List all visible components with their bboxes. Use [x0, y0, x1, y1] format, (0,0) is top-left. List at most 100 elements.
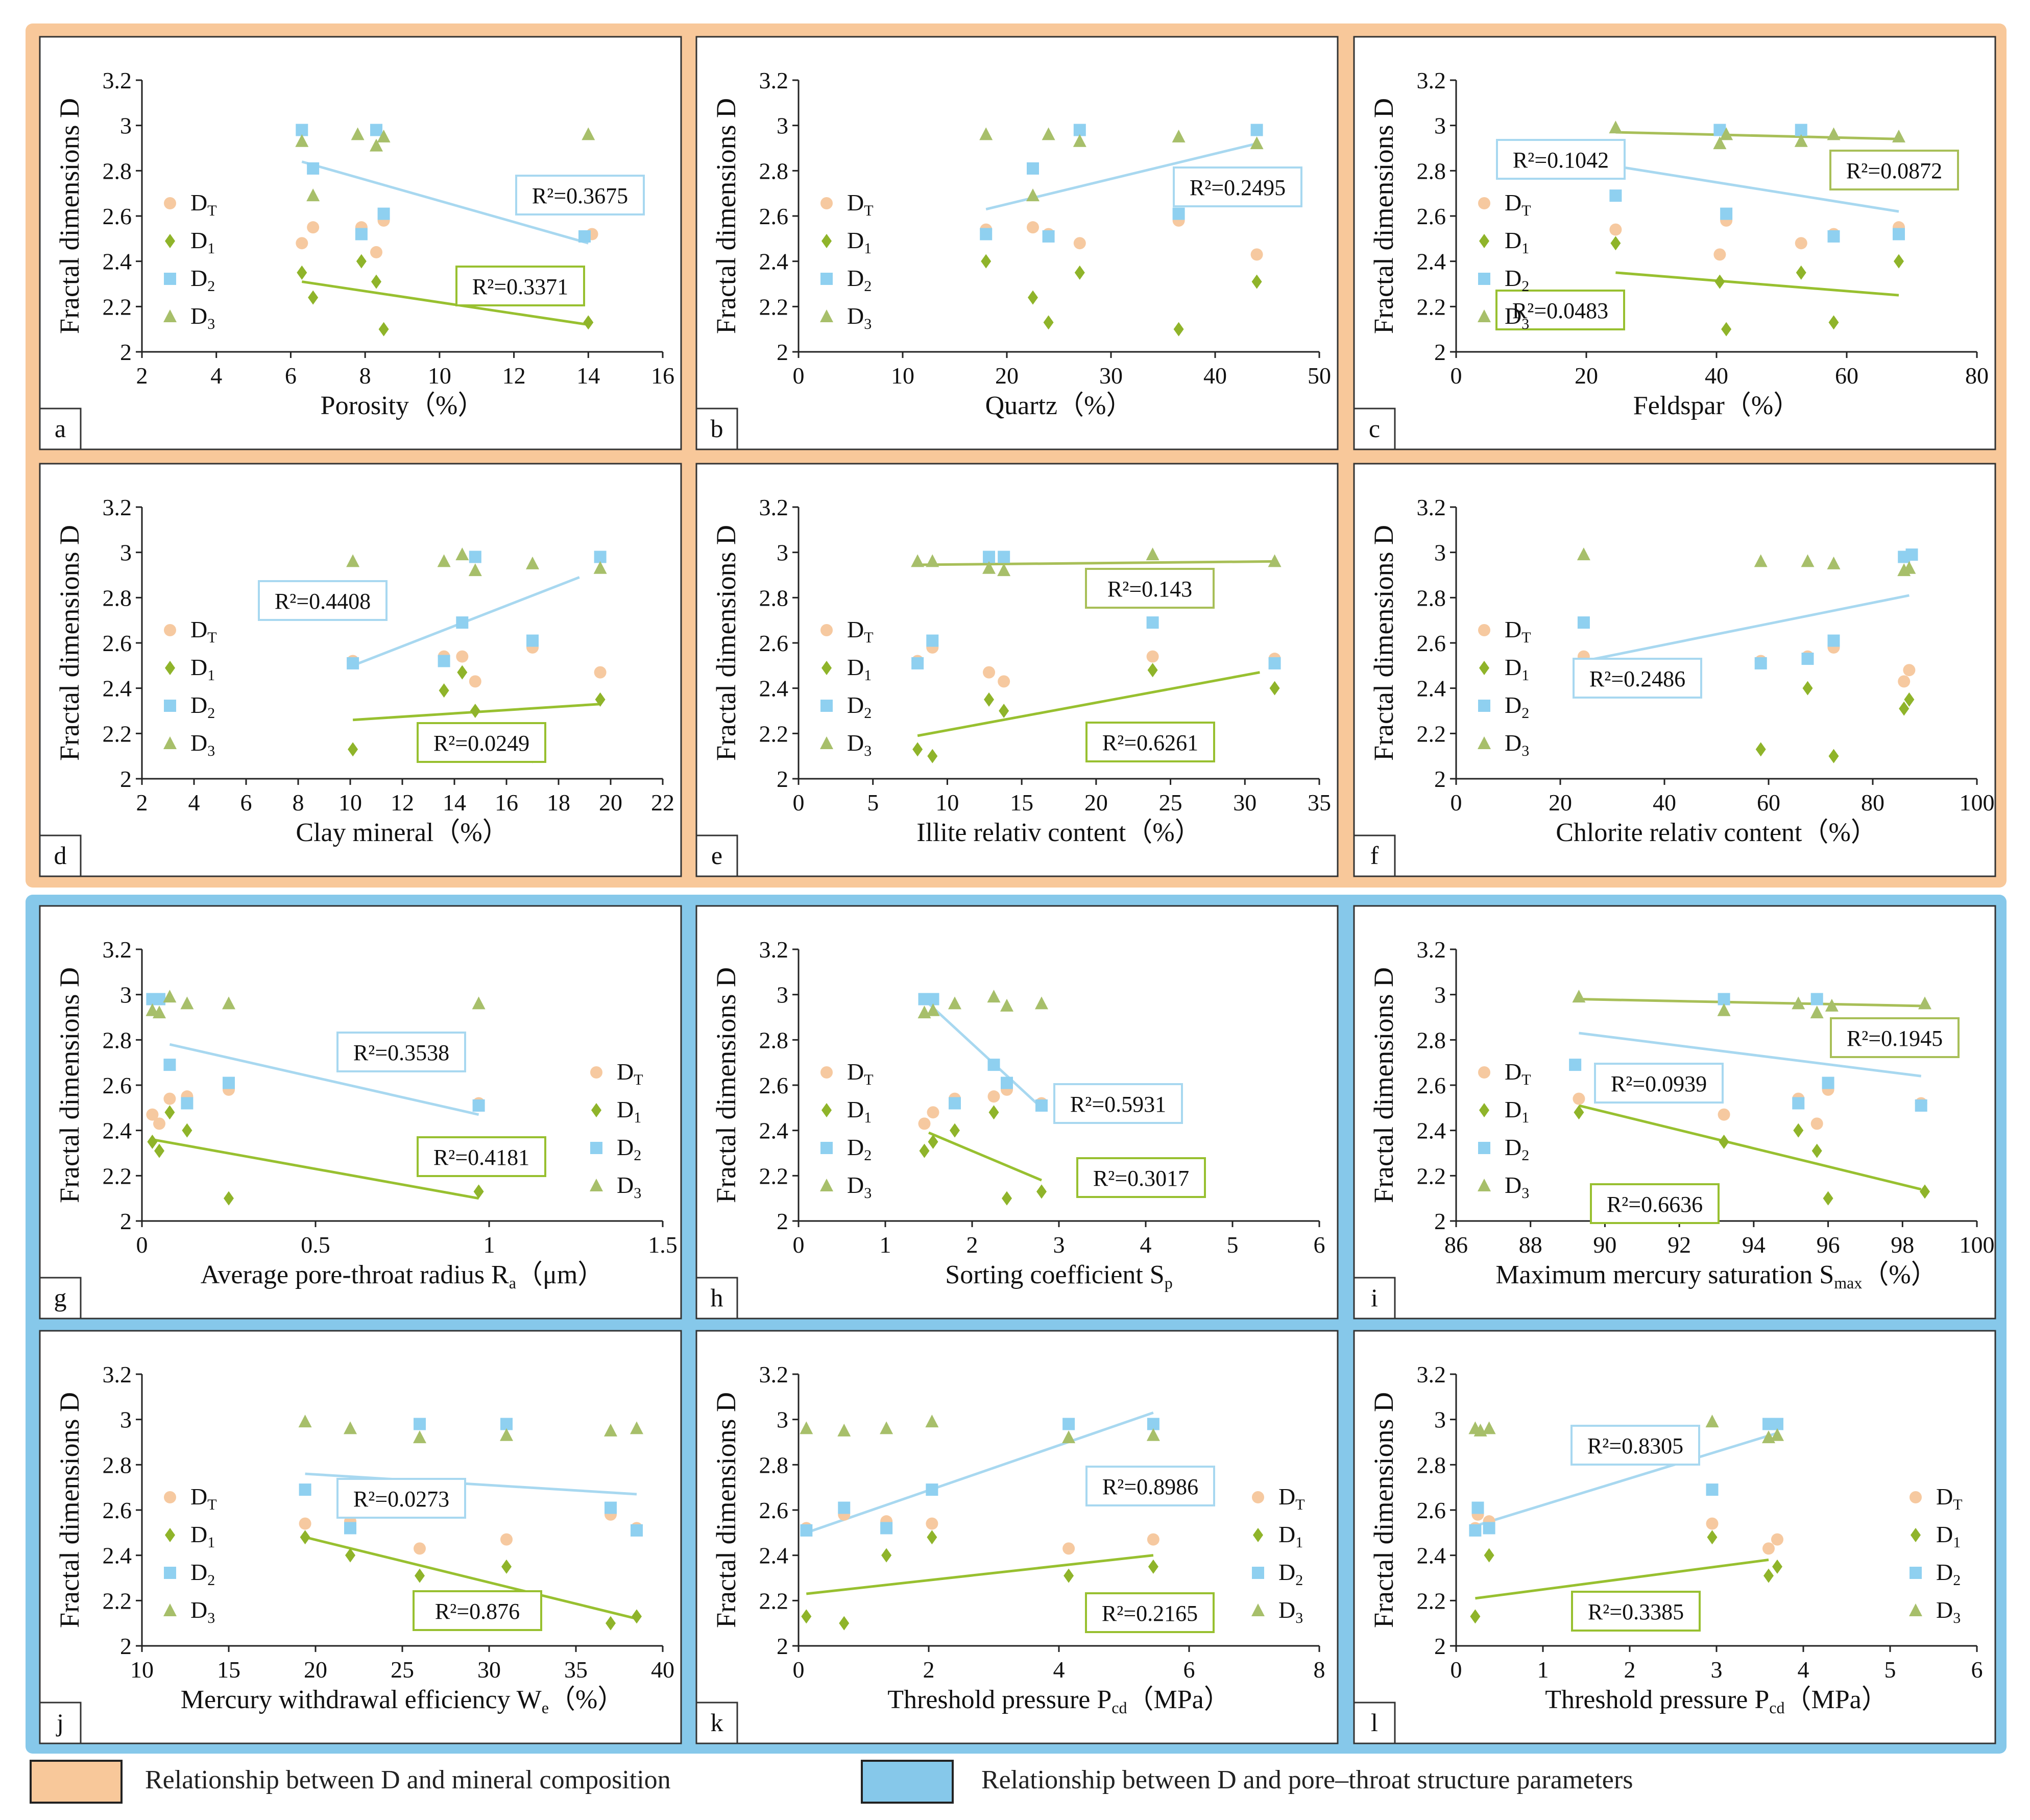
point-D3 — [926, 1003, 940, 1016]
y-tick-label: 3 — [777, 540, 788, 566]
point-D1 — [1763, 1568, 1774, 1583]
point-D1 — [1899, 701, 1910, 716]
point-D1 — [182, 1123, 192, 1138]
y-tick-label: 2.4 — [1417, 249, 1446, 275]
x-tick-label: 50 — [1308, 363, 1331, 389]
r2-box — [417, 722, 546, 763]
point-D1 — [595, 692, 606, 707]
legend-marker-D3 — [163, 309, 177, 322]
legend-marker-D1 — [1253, 1528, 1263, 1542]
y-tick-label: 2.2 — [759, 1163, 789, 1189]
trend-line-D3 — [917, 560, 1275, 566]
point-D2 — [1027, 162, 1039, 175]
x-tick-label: 1 — [880, 1232, 891, 1258]
point-D2 — [469, 550, 481, 563]
r2-box — [1053, 1083, 1183, 1124]
y-tick-label: 2 — [777, 1633, 788, 1659]
point-D2 — [1822, 1076, 1834, 1089]
point-D2 — [1609, 189, 1622, 202]
panel-frame — [695, 1330, 1339, 1744]
point-D3 — [1705, 1415, 1719, 1428]
y-axis-label: Fractal dimensions D — [1368, 525, 1399, 761]
legend-marker-D3 — [1909, 1603, 1922, 1616]
x-tick-label: 80 — [1965, 363, 1989, 389]
y-tick-label: 2.6 — [1417, 203, 1446, 229]
point-D1 — [371, 274, 381, 289]
point-D3 — [163, 990, 177, 1003]
x-tick-label: 16 — [495, 789, 518, 816]
point-D2 — [299, 1483, 311, 1496]
point-D2 — [1042, 230, 1055, 243]
y-tick-label: 3.2 — [1417, 937, 1446, 963]
x-tick-label: 10 — [891, 363, 914, 389]
point-D1 — [1719, 1134, 1729, 1149]
y-tick-label: 2 — [777, 339, 788, 365]
trend-line-D1 — [305, 1536, 637, 1620]
point-D1 — [154, 1143, 164, 1158]
y-axis-label: Fractal dimensions D — [711, 98, 741, 334]
point-D1 — [927, 1530, 937, 1545]
x-tick-label: 2 — [923, 1657, 935, 1683]
panel-letter-box — [1353, 834, 1396, 877]
y-tick-label: 3.2 — [103, 67, 132, 93]
point-D2 — [1893, 228, 1905, 241]
legend-marker-DT — [1252, 1491, 1264, 1503]
r2-label: R²=0.0483 — [1512, 298, 1608, 323]
trend-line-D1 — [928, 1131, 1042, 1182]
point-D1 — [1147, 663, 1158, 678]
x-tick-label: 88 — [1519, 1232, 1542, 1258]
point-D2 — [1827, 230, 1840, 243]
point-D1 — [950, 1123, 960, 1138]
y-tick-label: 2.8 — [759, 1452, 789, 1478]
point-D3 — [837, 1423, 851, 1436]
y-tick-label: 2.8 — [103, 1452, 132, 1478]
legend-marker-DT — [820, 624, 833, 636]
r2-box — [413, 1590, 542, 1631]
legend-marker-D2 — [1478, 1142, 1490, 1154]
r2-box — [1173, 166, 1302, 207]
point-D3 — [630, 1421, 643, 1434]
legend-marker-D2 — [1252, 1567, 1264, 1579]
y-tick-label: 2.4 — [103, 676, 132, 702]
point-D2 — [1718, 993, 1730, 1005]
panel-f: 0 20 40 60 80 100 2 2.2 2.4 2.6 2.8 3 3.2 Fractal dim… — [1353, 463, 1996, 877]
trend-line-D2 — [1579, 1032, 1922, 1077]
y-tick-label: 2.6 — [1417, 1497, 1446, 1523]
point-DT — [469, 675, 481, 688]
x-tick-label: 98 — [1891, 1232, 1914, 1258]
mineral-group-legend-label: Relationship between D and mineral compo… — [145, 1765, 671, 1794]
x-axis-label: Sorting coefficient Sp — [945, 1260, 1172, 1292]
x-tick-label: 1.5 — [648, 1232, 678, 1258]
y-tick-label: 2.4 — [1417, 1118, 1446, 1144]
y-tick-label: 2.8 — [1417, 158, 1446, 184]
r2-label: R²=0.143 — [1107, 577, 1192, 602]
point-DT — [1795, 237, 1807, 250]
trend-line-D1 — [806, 1554, 1154, 1595]
point-DT — [1573, 1092, 1585, 1105]
point-D3 — [1902, 561, 1916, 574]
x-axis-label: Illite relativ content（%） — [916, 818, 1201, 847]
y-tick-label: 2.4 — [759, 249, 789, 275]
y-axis-label: Fractal dimensions D — [54, 525, 85, 761]
y-tick-label: 2.4 — [103, 1118, 132, 1144]
x-axis-label: Maximum mercury saturation Smax（%） — [1495, 1260, 1937, 1292]
y-tick-label: 2 — [120, 339, 132, 365]
r2-label: R²=0.3385 — [1588, 1599, 1684, 1624]
point-D2 — [307, 162, 320, 175]
y-tick-label: 3 — [1434, 1407, 1446, 1433]
legend-marker-DT — [1478, 197, 1490, 209]
point-DT — [1147, 1533, 1159, 1546]
y-tick-label: 2.6 — [103, 630, 132, 656]
y-tick-label: 2.8 — [759, 158, 789, 184]
x-tick-label: 8 — [1314, 1657, 1325, 1683]
point-D2 — [1577, 616, 1590, 629]
x-tick-label: 90 — [1593, 1232, 1616, 1258]
r2-label: R²=0.8986 — [1102, 1474, 1198, 1499]
point-D1 — [1823, 1191, 1833, 1206]
point-D1 — [1574, 1105, 1584, 1120]
point-D3 — [346, 554, 360, 567]
legend-entry-DT: DT — [190, 189, 217, 219]
x-tick-label: 86 — [1444, 1232, 1468, 1258]
x-tick-label: 10 — [935, 789, 959, 816]
